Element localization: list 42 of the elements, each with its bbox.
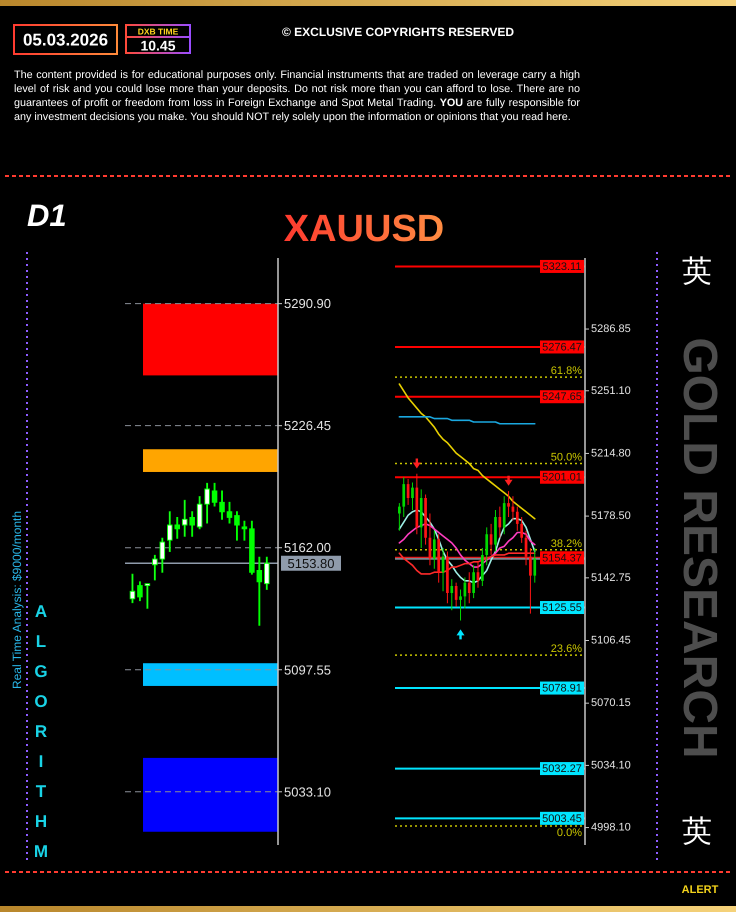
y-tick-label: 5070.15 (591, 697, 631, 710)
y-tick-label: 5290.90 (284, 296, 331, 312)
text: 10.45 (140, 38, 176, 54)
annotation: 23.6% (550, 643, 582, 656)
ref-line-label: 5078.91 (542, 682, 582, 695)
ref-line-label: 5201.01 (542, 472, 582, 484)
text: 05.03.2026 (22, 30, 108, 50)
text: XAUUSD (284, 208, 444, 250)
y-tick-label: 5033.10 (284, 784, 331, 800)
y-tick-label: 4998.10 (591, 822, 631, 834)
text: D1 (27, 198, 67, 233)
ref-line-label: 5153.80 (288, 556, 334, 572)
ref-line-label: 5323.11 (542, 260, 582, 273)
text: ALERT (682, 884, 719, 896)
annotation: 0.0% (556, 827, 582, 840)
y-tick-label: 5162.00 (284, 540, 331, 556)
annotation: 38.2% (550, 538, 582, 550)
text: Real Time Analysis: $9000/month (10, 510, 24, 690)
y-tick-label: 5142.75 (591, 572, 631, 584)
ref-line-label: 5032.27 (542, 763, 582, 776)
ref-line-label: 5154.37 (542, 552, 582, 564)
text: 英 (682, 254, 712, 289)
y-tick-label: 5226.45 (284, 418, 331, 434)
annotation: 61.8% (550, 365, 582, 378)
y-tick-label: 5286.85 (591, 323, 631, 336)
y-tick-label: 5097.55 (284, 662, 331, 678)
text: DXB TIME (138, 26, 179, 36)
text: The content provided is for educational purposes only. Financial instruments that are traded on leverage carry a high level of risk and you could lose more than your deposits. Do not risk more than you can afford to lose. There are no guarantees of profit or freedom from loss in Foreign Exchange and Spot Metal Trading. YOU are fully responsible for any investment decisions you make. You should NOT rely solely upon the information or opinions that you read here. (14, 68, 580, 124)
y-tick-label: 5178.50 (591, 510, 631, 522)
y-tick-label: 5034.10 (591, 759, 631, 772)
ref-line-label: 5247.65 (542, 391, 582, 404)
text: 英 (682, 814, 712, 849)
text: ALGORITHM (34, 602, 48, 861)
y-tick-label: 5106.45 (591, 634, 631, 646)
annotation: 50.0% (550, 451, 582, 464)
y-tick-label: 5214.80 (591, 447, 631, 460)
text: GOLD RESEARCH (673, 337, 726, 759)
ref-line-label: 5276.47 (542, 341, 582, 354)
ref-line-label: 5003.45 (542, 812, 582, 825)
y-tick-label: 5251.10 (591, 384, 631, 397)
text: © EXCLUSIVE COPYRIGHTS RESERVED (282, 25, 514, 39)
ref-line-label: 5125.55 (542, 602, 582, 614)
